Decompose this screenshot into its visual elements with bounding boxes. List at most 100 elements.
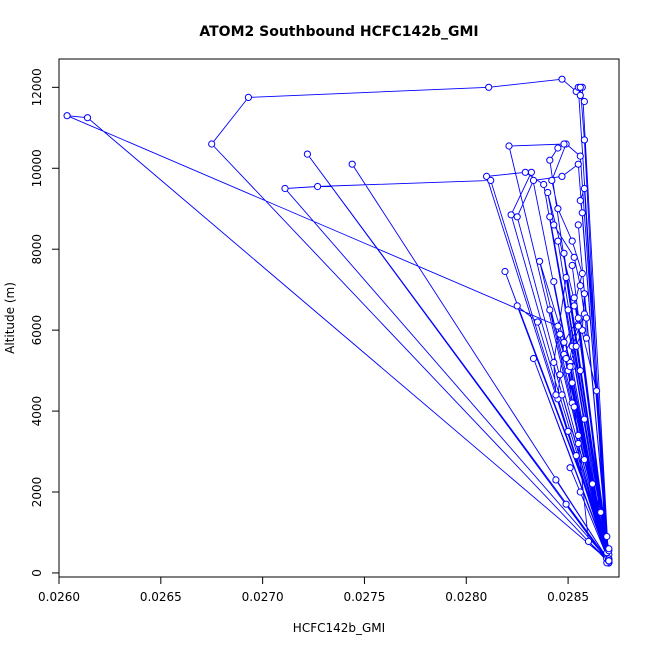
data-point	[348, 160, 356, 168]
plot-area: 0.0260 0.0265 0.0270 0.0275 0.0280 0.0285 0 20…	[30, 58, 620, 604]
data-point	[578, 209, 586, 217]
data-point	[552, 391, 560, 399]
y-tick-label: 8000	[30, 234, 44, 265]
data-point	[521, 168, 529, 176]
x-tick-label: 0.0270	[242, 590, 284, 604]
y-axis: 0 2000 4000 6000 8000 10000 12000	[30, 68, 59, 577]
data-point	[550, 278, 558, 286]
data-point	[570, 253, 578, 261]
data-point	[580, 184, 589, 193]
data-point	[576, 91, 584, 100]
data-point	[574, 160, 582, 168]
data-point	[562, 354, 570, 363]
data-point	[566, 363, 574, 371]
data-point	[548, 176, 556, 184]
data-point	[556, 371, 564, 379]
data-point	[533, 318, 542, 326]
x-tick-label: 0.0285	[547, 590, 589, 604]
data-point	[580, 97, 589, 106]
data-point	[529, 354, 538, 363]
data-point	[568, 237, 576, 245]
data-point	[558, 172, 566, 180]
y-tick-label: 2000	[30, 477, 44, 508]
y-tick-label: 12000	[30, 68, 44, 106]
data-point	[208, 140, 216, 148]
data-point	[550, 358, 558, 367]
data-point	[529, 176, 538, 184]
data-point	[501, 267, 509, 276]
data-point	[527, 168, 536, 176]
data-point	[485, 83, 493, 91]
data-point	[574, 322, 582, 330]
data-point	[578, 269, 586, 278]
data-point	[554, 237, 562, 245]
data-point	[574, 439, 582, 448]
data-point	[562, 500, 570, 508]
data-point	[560, 140, 568, 148]
data-point	[562, 273, 570, 282]
y-axis-label: Altitude (m)	[3, 282, 17, 354]
data-point	[558, 391, 566, 399]
data-point	[556, 330, 564, 338]
x-tick-label: 0.0265	[140, 590, 182, 604]
data-point	[576, 197, 584, 205]
y-tick-label: 10000	[30, 149, 44, 187]
data-point	[281, 184, 289, 193]
data-point	[576, 152, 584, 160]
data-point	[314, 182, 322, 191]
data-point	[552, 476, 560, 484]
data-point	[546, 306, 554, 314]
data-point	[546, 213, 554, 221]
data-point	[560, 249, 568, 257]
data-point	[550, 221, 558, 229]
data-point	[603, 532, 611, 541]
data-point	[576, 488, 584, 496]
x-axis: 0.0260 0.0265 0.0270 0.0275 0.0280 0.0285	[38, 577, 589, 604]
data-point	[574, 314, 582, 322]
data-point	[540, 180, 548, 189]
data-point	[576, 282, 584, 290]
x-axis-label: HCFC142b_GMI	[293, 621, 385, 635]
data-point	[584, 537, 593, 546]
data-point	[513, 213, 521, 221]
y-tick-label: 0	[30, 569, 44, 577]
data-point	[574, 431, 582, 439]
chart-title: ATOM2 Southbound HCFC142b_GMI	[199, 24, 478, 40]
data-point	[487, 176, 495, 184]
data-point	[536, 257, 544, 265]
data-point	[83, 114, 92, 122]
data-point	[580, 136, 589, 144]
data-point	[244, 93, 252, 102]
plot-frame	[58, 58, 620, 578]
data-point	[588, 480, 597, 488]
data-point	[597, 508, 605, 516]
data-point	[576, 367, 584, 375]
data-point	[572, 452, 580, 460]
data-point	[554, 205, 562, 213]
data-point	[566, 464, 574, 472]
data-point	[570, 294, 578, 302]
y-tick-label: 6000	[30, 315, 44, 346]
data-point	[63, 112, 71, 120]
data-point	[564, 427, 572, 435]
data-point	[580, 456, 589, 464]
data-point	[570, 403, 578, 411]
data-point	[554, 144, 562, 152]
data-point	[582, 334, 591, 342]
data-point	[582, 314, 591, 322]
data-point	[580, 415, 589, 423]
data-point	[568, 261, 576, 269]
data-point	[580, 290, 589, 298]
data-point	[560, 338, 568, 346]
data-point	[554, 322, 562, 330]
data-point	[303, 150, 311, 158]
data-point	[544, 188, 552, 197]
data-point	[558, 75, 566, 83]
data-point	[605, 545, 613, 553]
data-point	[513, 302, 521, 310]
x-tick-label: 0.0260	[38, 590, 80, 604]
data-point	[572, 342, 580, 350]
data-point	[564, 306, 572, 314]
data-point	[568, 379, 576, 387]
